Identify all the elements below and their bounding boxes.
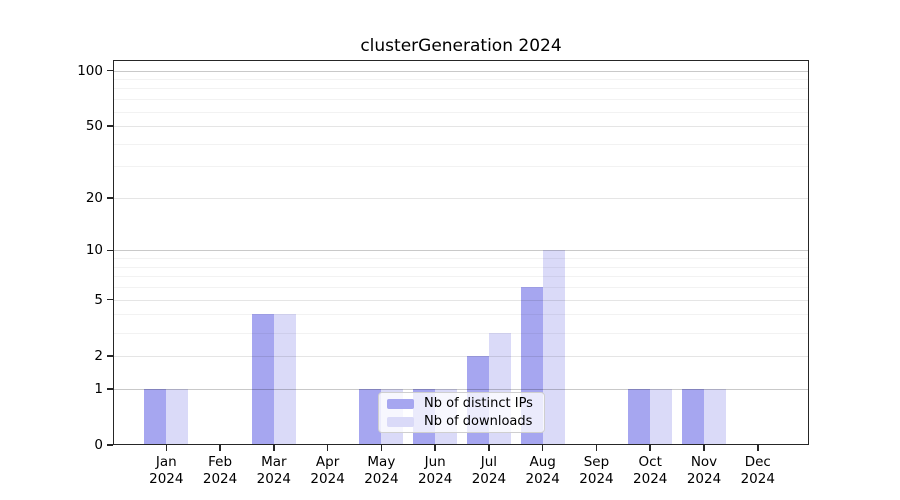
y-tick-1 bbox=[107, 387, 113, 390]
y-tick-10 bbox=[107, 249, 113, 252]
bar-aug-downloads bbox=[542, 250, 565, 445]
x-tick-label-oct: Oct 2024 bbox=[620, 454, 680, 487]
x-tick-jul bbox=[488, 445, 490, 451]
bar-mar-downloads bbox=[273, 314, 296, 445]
x-tick-year-sep: 2024 bbox=[579, 470, 614, 487]
legend-label-downloads: Nb of downloads bbox=[424, 414, 533, 429]
bar-jan-downloads bbox=[166, 388, 189, 445]
x-tick-year-aug: 2024 bbox=[525, 470, 560, 487]
x-tick-label-feb: Feb 2024 bbox=[190, 454, 250, 487]
x-tick-label-dec: Dec 2024 bbox=[728, 454, 788, 487]
y-tick-label-50: 50 bbox=[85, 118, 103, 135]
x-tick-oct bbox=[649, 445, 652, 451]
legend: Nb of distinct IPs Nb of downloads bbox=[378, 392, 545, 433]
chart-title: clusterGeneration 2024 bbox=[360, 36, 562, 56]
x-tick-year-mar: 2024 bbox=[256, 470, 291, 487]
y-tick-label-20: 20 bbox=[85, 190, 103, 206]
y-tick-label-2: 2 bbox=[94, 347, 103, 364]
y-tick-20 bbox=[107, 197, 113, 199]
x-tick-year-nov: 2024 bbox=[686, 470, 722, 487]
bar-jan-distinct-ips bbox=[144, 388, 167, 445]
y-tick-label-100: 100 bbox=[77, 62, 103, 79]
x-tick-aug bbox=[541, 445, 544, 451]
x-tick-label-sep: Sep 2024 bbox=[566, 454, 626, 487]
legend-item-downloads: Nb of downloads bbox=[387, 414, 536, 429]
x-tick-year-dec: 2024 bbox=[740, 470, 775, 487]
x-tick-year-oct: 2024 bbox=[633, 470, 668, 487]
x-tick-sep bbox=[595, 445, 598, 451]
x-tick-year-may: 2024 bbox=[364, 470, 399, 487]
y-tick-50 bbox=[107, 125, 113, 127]
y-tick-label-10: 10 bbox=[85, 242, 103, 259]
x-tick-jan bbox=[165, 445, 168, 451]
legend-swatch-downloads bbox=[387, 416, 414, 427]
x-tick-may bbox=[380, 445, 383, 451]
x-tick-label-jul: Jul 2024 bbox=[459, 454, 519, 487]
bar-layer bbox=[113, 60, 809, 445]
x-tick-dec bbox=[756, 445, 759, 451]
legend-item-distinct-ips: Nb of distinct IPs bbox=[387, 396, 536, 411]
y-tick-100 bbox=[107, 69, 113, 72]
x-tick-year-apr: 2024 bbox=[310, 470, 345, 487]
bar-mar-distinct-ips bbox=[251, 314, 274, 445]
x-tick-label-jan: Jan 2024 bbox=[136, 454, 196, 487]
y-tick-label-5: 5 bbox=[94, 291, 103, 308]
x-tick-nov bbox=[703, 445, 705, 451]
y-tick-5 bbox=[107, 298, 113, 301]
x-tick-label-nov: Nov 2024 bbox=[674, 454, 734, 487]
x-tick-mar bbox=[273, 445, 275, 451]
y-tick-label-1: 1 bbox=[94, 380, 103, 397]
x-tick-year-feb: 2024 bbox=[202, 470, 238, 487]
y-tick-2 bbox=[107, 355, 113, 357]
bar-oct-downloads bbox=[650, 388, 673, 445]
x-tick-year-jul: 2024 bbox=[471, 470, 507, 487]
plot-area bbox=[113, 60, 809, 445]
bar-nov-distinct-ips bbox=[682, 388, 704, 445]
x-tick-label-may: May 2024 bbox=[351, 454, 411, 487]
x-tick-label-mar: Mar 2024 bbox=[244, 454, 304, 487]
y-tick-label-0: 0 bbox=[94, 437, 103, 453]
bar-nov-downloads bbox=[704, 388, 726, 445]
x-tick-label-jun: Jun 2024 bbox=[405, 454, 465, 487]
x-tick-year-jan: 2024 bbox=[149, 470, 184, 487]
x-tick-label-aug: Aug 2024 bbox=[513, 454, 573, 487]
x-tick-feb bbox=[219, 445, 221, 451]
x-tick-label-apr: Apr 2024 bbox=[298, 454, 358, 487]
legend-swatch-distinct-ips bbox=[387, 398, 414, 409]
x-tick-jun bbox=[434, 445, 436, 451]
bar-may-distinct-ips bbox=[359, 388, 382, 445]
legend-label-distinct-ips: Nb of distinct IPs bbox=[424, 396, 533, 411]
x-tick-year-jun: 2024 bbox=[417, 470, 453, 487]
y-tick-0 bbox=[107, 444, 113, 446]
bar-oct-distinct-ips bbox=[628, 388, 651, 445]
x-tick-apr bbox=[326, 445, 329, 451]
